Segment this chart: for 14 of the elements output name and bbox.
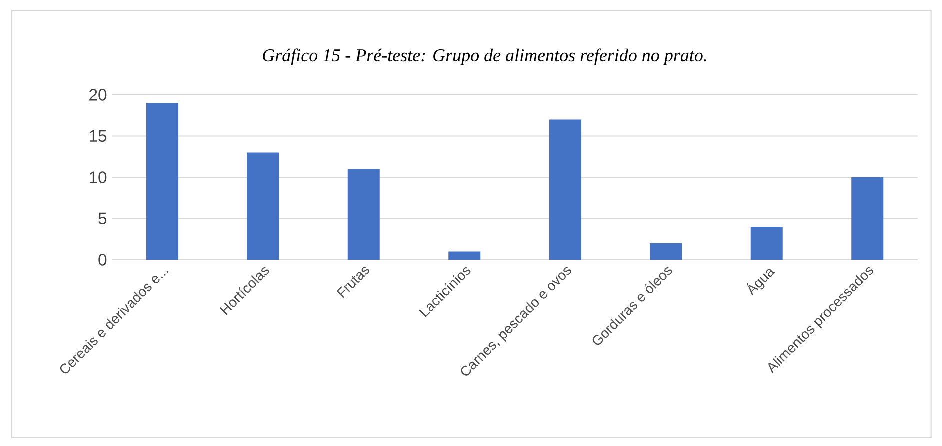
bar: [852, 177, 884, 260]
bar: [247, 152, 280, 260]
bar: [549, 120, 582, 260]
bar: [650, 243, 682, 260]
y-tick-label: 10: [90, 172, 107, 184]
chart-title: Gráfico 15 - Pré-teste: Grupo de alimentos referido no prato.: [263, 48, 706, 66]
bar: [348, 169, 380, 260]
y-tick-label: 0: [98, 254, 107, 266]
bar: [146, 103, 178, 260]
bar: [448, 252, 481, 260]
y-tick-label: 20: [90, 89, 107, 101]
bar: [750, 226, 783, 260]
y-tick-label: 15: [90, 130, 107, 142]
y-tick-label: 5: [98, 212, 107, 225]
